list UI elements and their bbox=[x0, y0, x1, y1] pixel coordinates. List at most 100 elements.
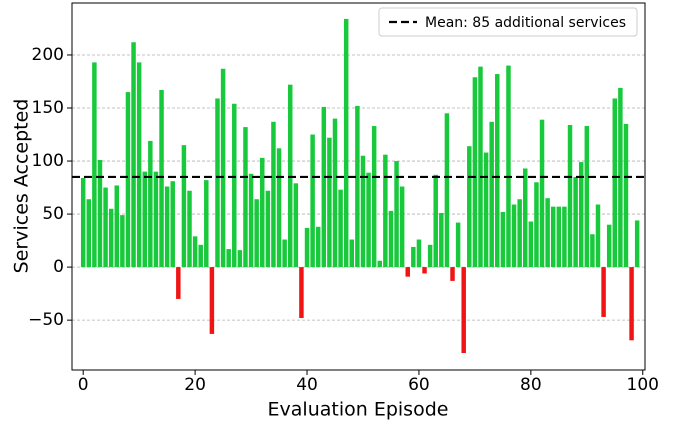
bar bbox=[534, 182, 539, 268]
bar bbox=[388, 210, 394, 268]
bar bbox=[360, 155, 366, 268]
bar bbox=[634, 220, 640, 268]
bar bbox=[254, 199, 259, 268]
bar bbox=[153, 171, 159, 268]
bar bbox=[567, 124, 573, 268]
bar bbox=[97, 159, 103, 268]
bar bbox=[226, 249, 231, 268]
bar bbox=[315, 226, 321, 268]
bar bbox=[103, 187, 108, 268]
x-tick-label: 80 bbox=[520, 375, 542, 395]
bar bbox=[108, 208, 114, 268]
bar bbox=[159, 89, 164, 268]
bar bbox=[383, 154, 388, 268]
bar bbox=[495, 74, 500, 268]
bar bbox=[478, 66, 483, 268]
y-axis-label: Services Accepted bbox=[11, 99, 33, 274]
bar bbox=[142, 171, 147, 268]
bar bbox=[338, 189, 343, 268]
bar bbox=[623, 123, 629, 268]
x-tick-label: 100 bbox=[627, 375, 659, 395]
bar bbox=[506, 65, 511, 268]
legend: Mean: 85 additional services bbox=[378, 7, 638, 37]
bar bbox=[114, 185, 120, 268]
bar bbox=[489, 121, 494, 268]
bar bbox=[405, 267, 410, 277]
bar bbox=[523, 168, 528, 268]
bar bbox=[411, 246, 416, 268]
bar bbox=[293, 183, 299, 268]
bar bbox=[220, 68, 226, 268]
bar bbox=[618, 87, 623, 268]
bar bbox=[271, 121, 276, 268]
x-axis-label: Evaluation Episode bbox=[268, 399, 449, 421]
bar bbox=[444, 113, 450, 268]
bar bbox=[204, 180, 209, 268]
bar bbox=[86, 199, 92, 268]
bar bbox=[131, 42, 136, 268]
bar bbox=[377, 260, 383, 268]
bar bbox=[550, 206, 556, 268]
y-tick-label: 50 bbox=[42, 204, 64, 224]
bar bbox=[584, 126, 590, 268]
bar bbox=[578, 162, 584, 268]
bar bbox=[467, 146, 472, 268]
bar bbox=[125, 92, 131, 268]
bar bbox=[198, 244, 203, 268]
bar bbox=[232, 103, 237, 268]
bar bbox=[511, 204, 517, 268]
bar bbox=[539, 119, 545, 268]
y-tick-label: 100 bbox=[32, 151, 64, 171]
bar bbox=[192, 236, 198, 268]
bar bbox=[343, 18, 349, 268]
bar bbox=[120, 215, 125, 268]
bar bbox=[237, 250, 243, 268]
bar bbox=[394, 161, 399, 268]
y-tick-label: 150 bbox=[32, 98, 64, 118]
bar bbox=[136, 62, 142, 268]
bar bbox=[439, 213, 444, 268]
bar bbox=[371, 126, 377, 268]
bar bbox=[422, 267, 427, 274]
bar bbox=[433, 174, 438, 268]
bar bbox=[416, 239, 422, 268]
bar bbox=[310, 134, 315, 268]
y-tick-label: 200 bbox=[32, 45, 64, 65]
bar bbox=[80, 178, 86, 268]
bar bbox=[176, 267, 181, 299]
bar bbox=[92, 62, 97, 268]
y-tick-label: −50 bbox=[28, 310, 64, 330]
bar bbox=[450, 267, 455, 281]
bar bbox=[332, 118, 338, 268]
bar bbox=[606, 224, 612, 268]
bar bbox=[366, 172, 371, 268]
bar bbox=[170, 181, 175, 268]
bar bbox=[181, 145, 187, 268]
bar bbox=[243, 127, 248, 268]
bar bbox=[299, 267, 304, 319]
bar bbox=[399, 186, 405, 268]
bar bbox=[349, 239, 355, 268]
bar bbox=[595, 204, 601, 268]
bar bbox=[629, 267, 634, 341]
bar bbox=[282, 239, 287, 268]
bar bbox=[248, 173, 254, 268]
bar bbox=[355, 105, 360, 268]
bar bbox=[461, 267, 466, 354]
x-tick-label: 20 bbox=[184, 375, 206, 395]
plot-frame bbox=[71, 2, 646, 371]
x-tick-label: 60 bbox=[408, 375, 430, 395]
bar bbox=[573, 176, 578, 268]
bar bbox=[556, 206, 562, 268]
bar bbox=[260, 157, 265, 268]
bar bbox=[500, 211, 506, 268]
bar bbox=[517, 199, 522, 268]
bar bbox=[601, 267, 606, 317]
bar bbox=[455, 222, 461, 268]
bar bbox=[148, 140, 153, 268]
x-tick-label: 0 bbox=[78, 375, 89, 395]
bar bbox=[528, 221, 534, 268]
bar bbox=[472, 77, 478, 268]
bar bbox=[612, 98, 618, 268]
